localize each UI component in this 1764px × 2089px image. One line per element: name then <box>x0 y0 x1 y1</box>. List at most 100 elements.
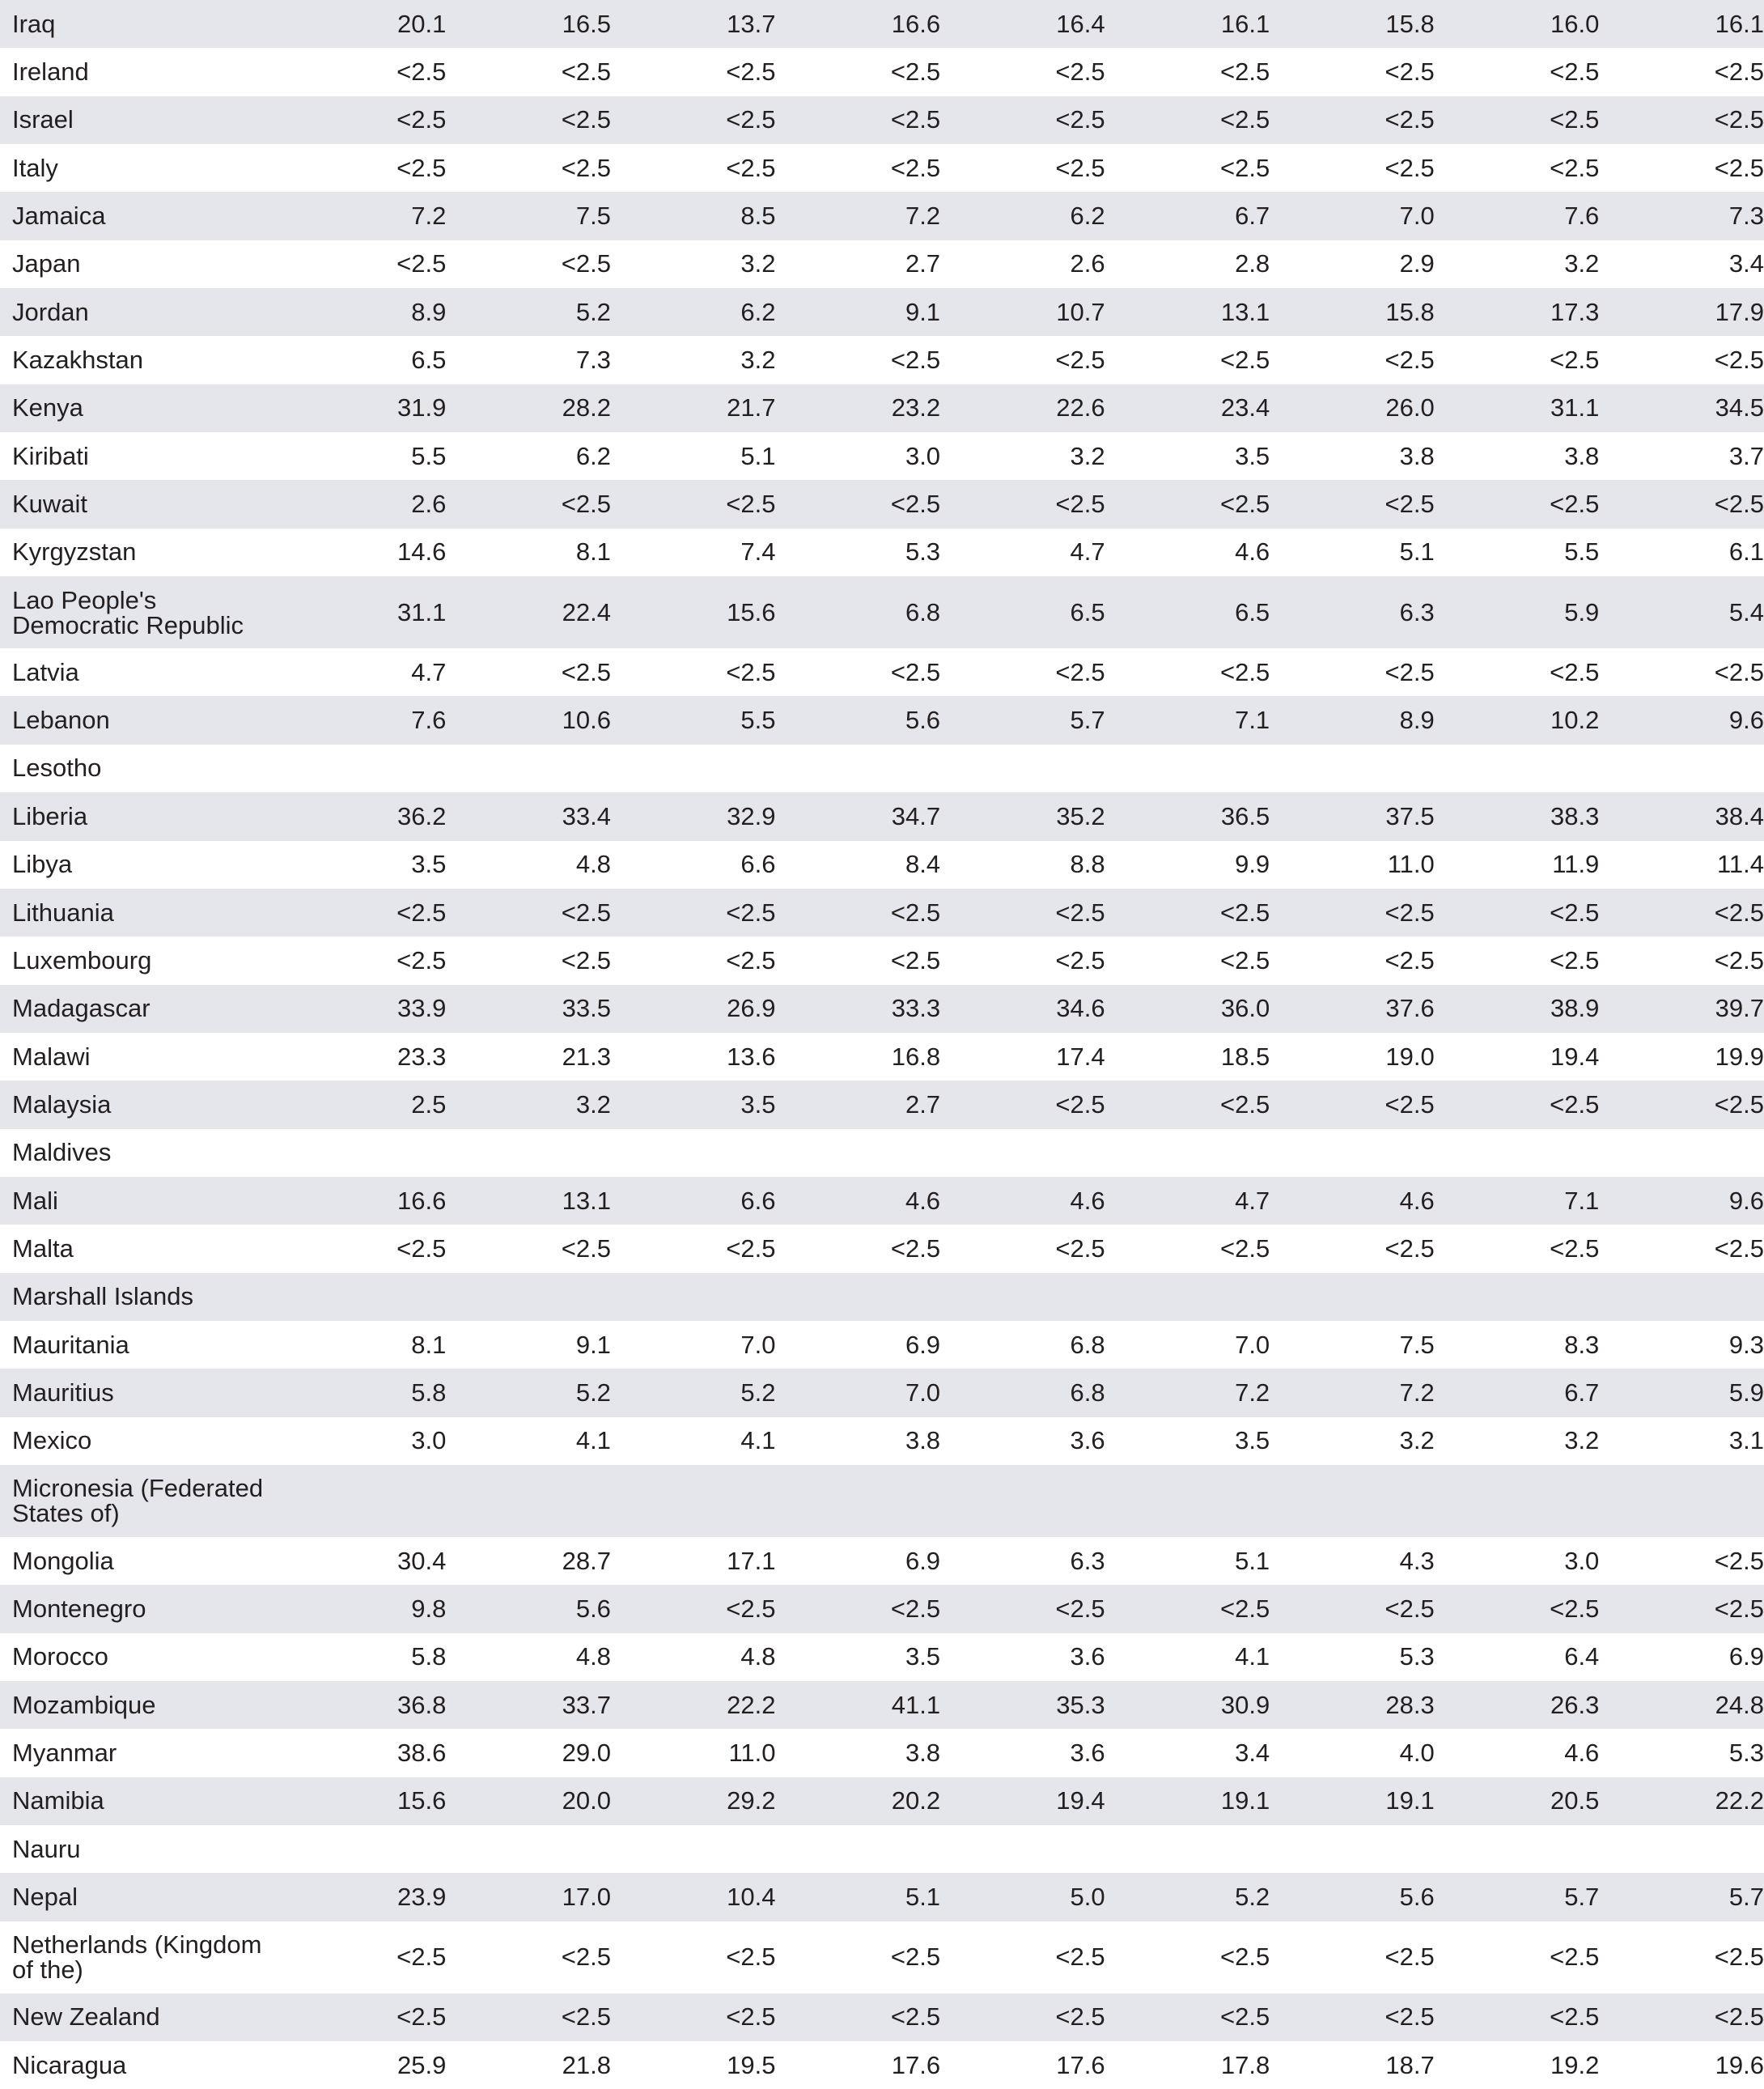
value-cell: 16.4 <box>940 0 1105 49</box>
country-name-cell: Kazakhstan <box>12 346 143 375</box>
value-cell: <2.5 <box>561 657 611 686</box>
value-cell: <2.5 <box>1055 1233 1105 1263</box>
value-cell: 20.1 <box>281 0 447 49</box>
value-cell: <2.5 <box>1055 945 1105 974</box>
value-cell <box>776 1825 941 1873</box>
value-cell: 6.5 <box>411 346 447 375</box>
value-cell: 23.4 <box>1105 384 1270 433</box>
table-row: New Zealand <2.5 <2.5 <2.5 <2.5 <2.5 <2.5 <2.5 <… <box>0 1993 1764 2042</box>
country-name-cell: Nepal <box>0 1873 282 1921</box>
value-cell: 16.5 <box>446 0 611 49</box>
value-cell: 5.1 <box>1399 537 1435 567</box>
value-cell: <2.5 <box>1550 657 1600 686</box>
value-cell: 37.6 <box>1270 984 1435 1033</box>
value-cell: 7.0 <box>1270 192 1435 240</box>
value-cell: <2.5 <box>396 249 447 278</box>
value-cell: <2.5 <box>1219 1233 1270 1263</box>
value-cell: <2.5 <box>940 1993 1105 2042</box>
table-row: Micronesia (Federated States of) <box>0 1464 1764 1537</box>
value-cell: 8.9 <box>281 288 447 337</box>
value-cell: 5.9 <box>1434 576 1600 649</box>
value-cell: 3.4 <box>1235 1739 1270 1768</box>
value-cell: 5.2 <box>446 1369 611 1417</box>
value-cell: <2.5 <box>610 480 776 529</box>
value-cell: <2.5 <box>1550 153 1600 182</box>
value-cell: <2.5 <box>1219 945 1270 974</box>
value-cell <box>282 1825 447 1873</box>
value-cell: 17.6 <box>1056 2050 1105 2079</box>
value-cell: 20.0 <box>446 1777 611 1826</box>
value-cell: 21.7 <box>610 384 776 433</box>
value-cell: 6.7 <box>1105 192 1270 240</box>
value-cell: 13.6 <box>727 1042 776 1071</box>
country-name-cell: Luxembourg <box>12 945 152 974</box>
value-cell: 17.9 <box>1599 288 1764 337</box>
value-cell <box>1599 1464 1764 1537</box>
value-cell: <2.5 <box>1550 346 1600 375</box>
country-name-cell: Micronesia (Federated States of) <box>0 1464 282 1537</box>
country-name-cell: Namibia <box>0 1777 282 1826</box>
value-cell: <2.5 <box>446 96 611 145</box>
country-name-cell: Libya <box>12 850 73 879</box>
value-cell: 7.5 <box>1399 1330 1435 1359</box>
value-cell: 26.3 <box>1434 1681 1600 1730</box>
value-cell: <2.5 <box>775 480 941 529</box>
value-cell: <2.5 <box>1599 1081 1764 1129</box>
value-cell: 7.6 <box>1434 192 1600 240</box>
country-name-cell: Mexico <box>12 1426 92 1455</box>
value-cell: <2.5 <box>561 57 611 87</box>
value-cell: <2.5 <box>1714 945 1764 974</box>
value-cell <box>611 745 776 792</box>
table-row: Kuwait 2.6 <2.5 <2.5 <2.5 <2.5 <2.5 <2.5 <2.5 <2.… <box>0 480 1764 529</box>
value-cell <box>1105 1825 1270 1873</box>
value-cell: 5.3 <box>1728 1739 1764 1768</box>
value-cell: <2.5 <box>726 1943 776 1972</box>
table-row: Malaysia 2.5 3.2 3.5 2.7 <2.5 <2.5 <2.5 <2.5 <2.5 <box>0 1081 1764 1129</box>
country-name-cell: Malaysia <box>0 1081 282 1129</box>
value-cell: 36.2 <box>281 792 447 841</box>
value-cell: 7.2 <box>1105 1369 1270 1417</box>
country-name-cell: Kiribati <box>12 441 89 470</box>
value-cell: 26.9 <box>610 984 776 1033</box>
value-cell: 31.9 <box>281 384 447 433</box>
value-cell: 4.6 <box>940 1176 1105 1225</box>
value-cell: 5.4 <box>1599 576 1764 649</box>
value-cell: 28.3 <box>1270 1681 1435 1730</box>
country-name-cell: Kenya <box>0 384 282 433</box>
country-name-cell: Madagascar <box>0 984 282 1033</box>
value-cell: 6.9 <box>905 1546 941 1575</box>
value-cell: 7.0 <box>1235 1330 1270 1359</box>
value-cell: <2.5 <box>1434 480 1600 529</box>
table-row: Lao People's Democratic Republic 31.1 22.4… <box>0 576 1764 649</box>
value-cell <box>610 1272 776 1321</box>
country-name-cell: Netherlands (Kingdom of the) <box>12 1930 262 1985</box>
value-cell <box>1435 1129 1600 1177</box>
value-cell: 5.3 <box>905 537 941 567</box>
value-cell: 6.8 <box>1070 1330 1105 1359</box>
table-row: Maldives <box>0 1129 1764 1177</box>
table-row: Jordan 8.9 5.2 6.2 9.1 10.7 13.1 15.8 17.3 17.9 <box>0 288 1764 337</box>
value-cell: 7.1 <box>1105 696 1270 745</box>
value-cell <box>611 1825 776 1873</box>
value-cell: 6.2 <box>610 288 776 337</box>
value-cell: <2.5 <box>1219 153 1270 182</box>
table-row: Liberia 36.2 33.4 32.9 34.7 35.2 36.5 37.5 38.3 3… <box>0 792 1764 841</box>
value-cell: 34.5 <box>1599 384 1764 433</box>
value-cell: 5.0 <box>940 1873 1105 1921</box>
value-cell: <2.5 <box>1105 480 1270 529</box>
value-cell: <2.5 <box>1270 1081 1435 1129</box>
value-cell: 5.7 <box>940 696 1105 745</box>
value-cell: 8.3 <box>1564 1330 1600 1359</box>
value-cell: 20.5 <box>1434 1777 1600 1826</box>
value-cell: 19.2 <box>1550 2050 1600 2079</box>
value-cell: <2.5 <box>1384 657 1435 686</box>
value-cell <box>940 1825 1105 1873</box>
table-row: Namibia 15.6 20.0 29.2 20.2 19.4 19.1 19.1 20.5 2… <box>0 1777 1764 1826</box>
value-cell: 3.4 <box>1728 249 1764 278</box>
value-cell: 19.1 <box>1105 1777 1270 1826</box>
value-cell: 3.5 <box>411 850 447 879</box>
value-cell: <2.5 <box>1434 96 1600 145</box>
value-cell: <2.5 <box>1384 945 1435 974</box>
value-cell: 16.8 <box>891 1042 941 1071</box>
value-cell: <2.5 <box>610 96 776 145</box>
